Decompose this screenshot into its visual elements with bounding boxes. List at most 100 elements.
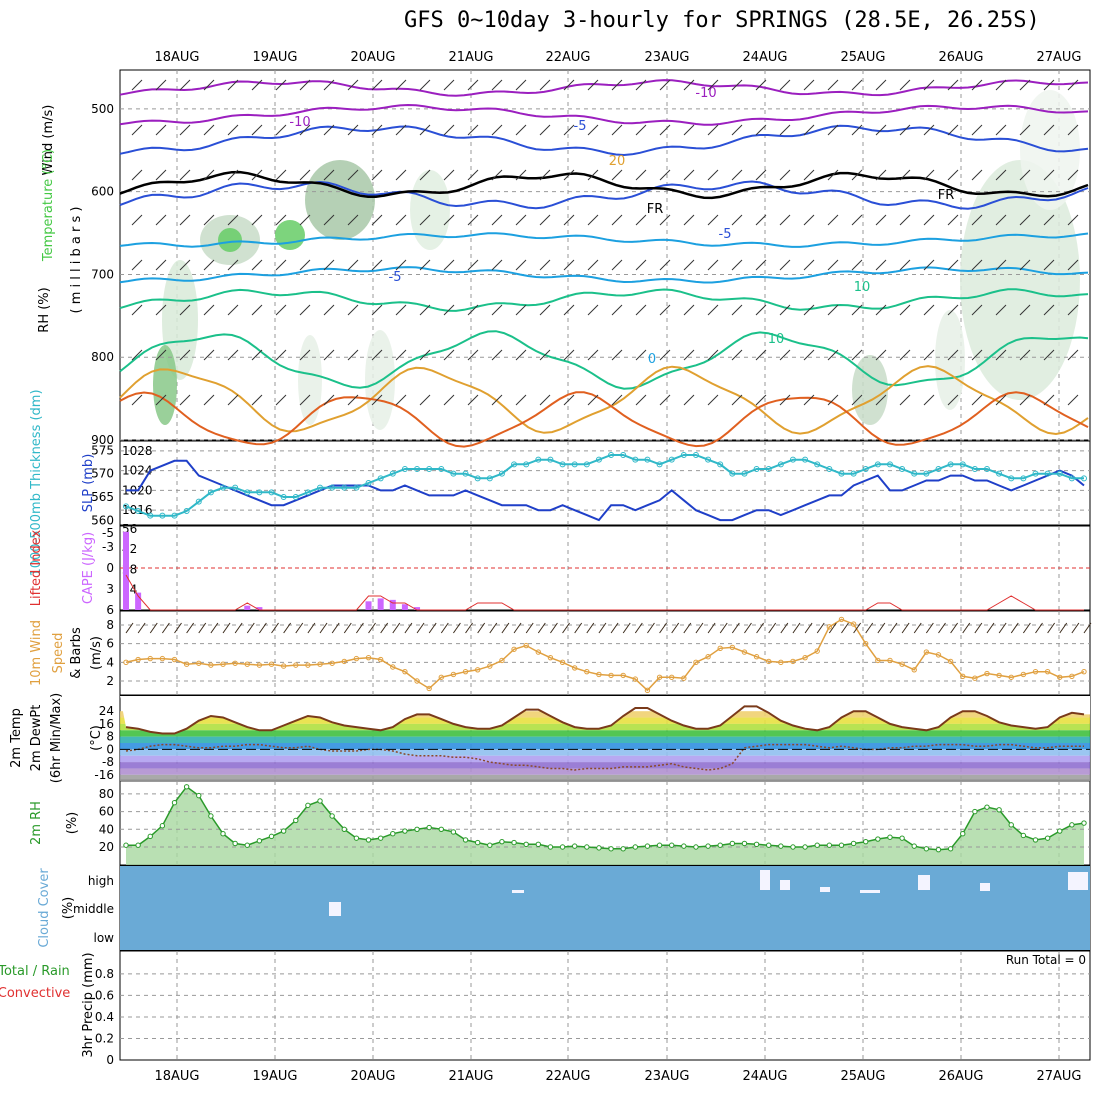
thickness-point (377, 475, 384, 482)
rh-tick-label: 60 (99, 805, 114, 819)
wind-speed-point (911, 667, 917, 673)
upper-wind-barb (755, 394, 767, 406)
wind-speed-point (232, 660, 238, 666)
upper-wind-barb (947, 259, 959, 271)
pressure-tick-label: 600 (91, 185, 114, 199)
rh-point (402, 828, 408, 834)
upper-wind-barb (1043, 79, 1055, 91)
upper-wind-barb (227, 79, 239, 91)
upper-wind-barb (203, 259, 215, 271)
upper-wind-barb (395, 124, 407, 136)
temp-contour-25 (119, 391, 1089, 448)
upper-wind-barb (491, 259, 503, 271)
upper-wind-barb (275, 349, 287, 361)
wind-speed-point (559, 659, 566, 666)
upper-wind-barb (443, 214, 455, 226)
upper-wind-barb (755, 259, 767, 271)
thickness-point (365, 480, 372, 486)
ylabel-speed: Speed (51, 633, 66, 674)
thickness-line (125, 454, 1084, 517)
panel-frame-1 (119, 440, 1091, 526)
wind-speed-point (305, 662, 311, 668)
wind-speed-point (293, 662, 299, 668)
contour-label: FR (647, 202, 664, 217)
dewpoint-line (125, 743, 1084, 771)
thickness-point (486, 475, 493, 482)
precip-tick-label: 0.8 (95, 967, 114, 981)
cape-bar (244, 605, 251, 610)
thickness-point (438, 466, 445, 472)
wind-barb (477, 622, 486, 634)
upper-wind-barb (731, 304, 743, 316)
temp-tick-label: 24 (99, 704, 114, 718)
upper-wind-barb (419, 304, 431, 316)
upper-wind-barb (227, 259, 239, 271)
wind-barb (368, 622, 376, 634)
upper-wind-barb (1067, 169, 1079, 181)
upper-wind-barb (347, 124, 359, 136)
upper-wind-barb (347, 169, 359, 181)
thickness-point (874, 461, 881, 468)
li-tick-label: 3 (106, 582, 114, 596)
temp-tick-label: 16 (99, 717, 114, 731)
upper-wind-barb (155, 394, 167, 406)
rh-shade (960, 160, 1080, 400)
upper-wind-barb (971, 349, 983, 361)
ylabel-rh-pct: (%) (65, 812, 80, 835)
wind-barb (586, 622, 595, 634)
upper-wind-barb (275, 304, 287, 316)
upper-wind-barb (155, 79, 167, 91)
upper-wind-barb (275, 259, 287, 271)
upper-wind-barb (947, 214, 959, 226)
upper-wind-barb (947, 169, 959, 181)
wind-barb (816, 622, 825, 634)
wind-barb (258, 622, 267, 634)
upper-wind-barb (419, 349, 431, 361)
thickness-point (207, 489, 214, 496)
wind-barb (343, 622, 352, 634)
upper-wind-barb (899, 259, 911, 271)
ylabel-cape: CAPE (J/kg) (81, 532, 96, 604)
upper-wind-barb (563, 394, 575, 406)
thickness-point (765, 466, 772, 472)
thickness-point (632, 456, 639, 463)
wind-barb (489, 622, 498, 634)
upper-wind-barb (251, 214, 263, 226)
wind-speed-point (1057, 674, 1063, 680)
upper-wind-barb (851, 79, 863, 91)
wind-barb (161, 622, 170, 634)
upper-wind-barb (491, 394, 503, 406)
upper-wind-barb (299, 124, 311, 136)
ylabel-3hr-precip: 3hr Precip (mm) (81, 952, 96, 1057)
wind-speed-point (390, 664, 396, 670)
upper-wind-barb (851, 214, 863, 226)
upper-wind-barb (275, 394, 287, 406)
wind-speed-point (256, 662, 263, 668)
rh-point (729, 840, 736, 847)
li-line (125, 574, 1084, 611)
rh-point (341, 826, 347, 832)
upper-wind-barb (539, 79, 551, 91)
thickness-point (996, 470, 1003, 477)
upper-wind-barb (683, 169, 695, 181)
upper-wind-barb (515, 214, 527, 226)
upper-wind-barb (419, 169, 431, 181)
ylabel-thickness: 1000-500mb Thickness (dm) (29, 389, 44, 576)
upper-wind-barb (851, 349, 863, 361)
wind-barb (1071, 622, 1080, 634)
upper-wind-barb (683, 394, 695, 406)
wind-barb (210, 622, 219, 634)
upper-wind-barb (707, 394, 719, 406)
upper-wind-barb (875, 79, 887, 91)
rh-shade (305, 160, 375, 240)
ylabel-barbs: & Barbs (69, 627, 84, 679)
wind-barb (683, 622, 692, 634)
wind-speed-point (183, 661, 190, 667)
upper-wind-barb (227, 169, 239, 181)
wind-barb (1047, 622, 1056, 634)
upper-wind-barb (563, 259, 575, 271)
rh-point (875, 836, 881, 842)
wind-speed-point (814, 648, 820, 654)
date-label-top: 20AUG (350, 50, 395, 65)
upper-wind-barb (515, 124, 527, 136)
